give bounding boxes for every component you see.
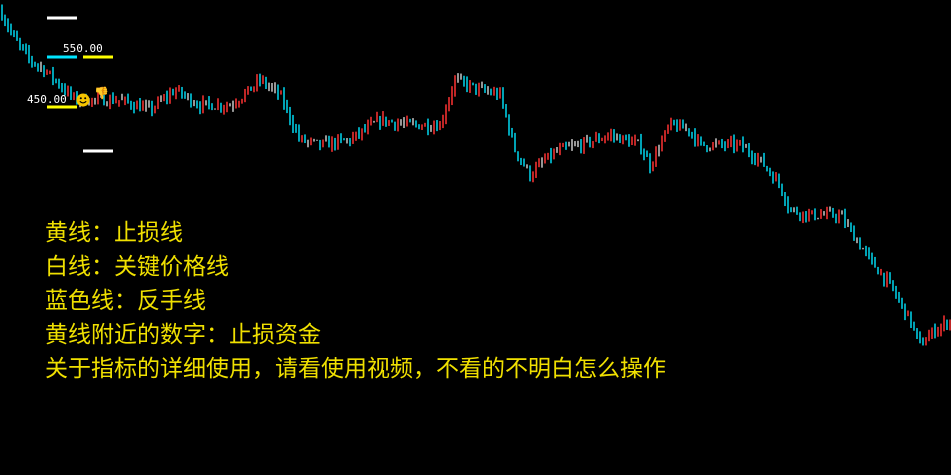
candle-bars xyxy=(1,4,951,346)
thumb-down-icon: 👎 xyxy=(94,86,109,100)
note-line: 白线：关键价格线 xyxy=(45,254,229,280)
note-line: 黄线：止损线 xyxy=(45,220,183,246)
smiley-icon xyxy=(76,92,90,107)
note-line: 黄线附近的数字：止损资金 xyxy=(45,322,321,348)
stop-loss-amount-label: 450.00 xyxy=(27,93,67,106)
note-line: 关于指标的详细使用，请看使用视频，不看的不明白怎么操作 xyxy=(45,356,666,382)
stop-loss-amount-label: 550.00 xyxy=(63,42,103,55)
note-line: 蓝色线：反手线 xyxy=(45,288,206,314)
